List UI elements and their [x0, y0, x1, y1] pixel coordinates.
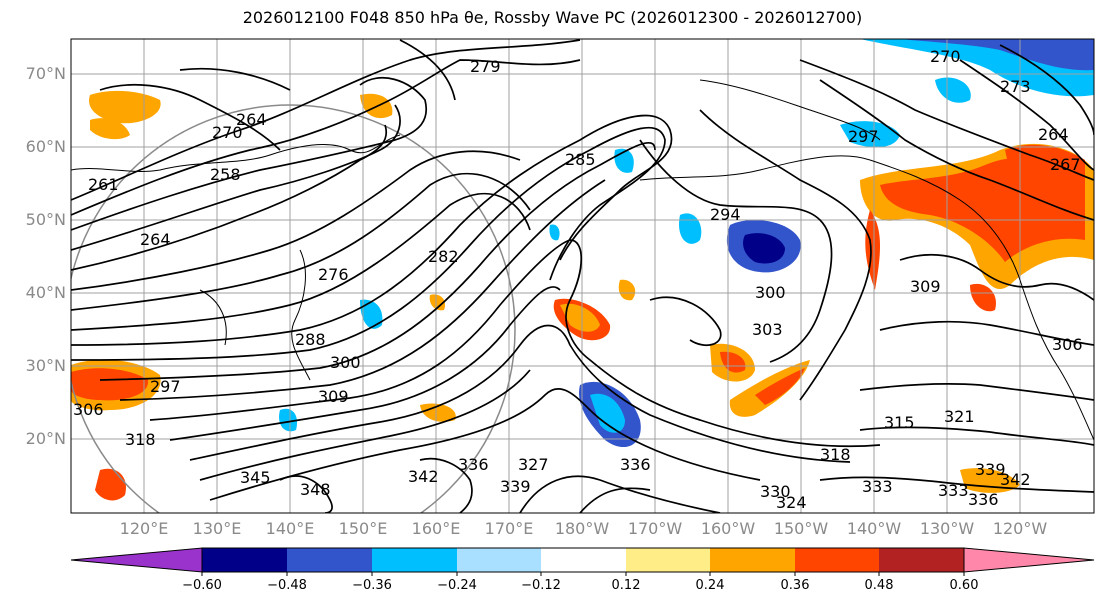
- contour-label: 321: [944, 407, 975, 426]
- colorbar-tick-label: 0.48: [864, 578, 894, 593]
- colorbar-tick-label: −0.60: [182, 578, 222, 593]
- contour-label: 279: [470, 57, 501, 76]
- colorbar-tick-label: 0.36: [780, 578, 810, 593]
- contour-label: 339: [975, 460, 1006, 479]
- coastlines: [71, 79, 1094, 441]
- contour-label: 267: [1050, 155, 1081, 174]
- colorbar-tick-label: −0.48: [267, 578, 307, 593]
- contour-label: 270: [930, 47, 961, 66]
- contour-label: 345: [240, 468, 271, 487]
- contour-label: 339: [500, 477, 531, 496]
- lon-label: 160°W: [700, 519, 756, 538]
- contour-label: 330: [760, 482, 791, 501]
- contour-label: 282: [428, 247, 459, 266]
- colorbar-segment: [541, 548, 626, 572]
- contour-label: 264: [236, 110, 267, 129]
- contour-label: 306: [73, 400, 104, 419]
- colorbar-tick-label: 0.60: [949, 578, 979, 593]
- contour-label: 297: [150, 377, 181, 396]
- lon-label: 120°W: [992, 519, 1048, 538]
- contour-label: 270: [212, 123, 243, 142]
- contour-label: 306: [1052, 335, 1083, 354]
- map-frame: [70, 38, 1095, 514]
- range-ring: [71, 104, 516, 513]
- contour-label: 342: [408, 467, 439, 486]
- contour-label: 261: [88, 175, 119, 194]
- lat-label: 40°N: [25, 283, 66, 302]
- colorbar-extend-min: [70, 547, 203, 573]
- colorbar-segment: [202, 548, 287, 572]
- contour-label: 315: [884, 413, 915, 432]
- colorbar-segment: [372, 548, 457, 572]
- colorbar-tick-label: 0.12: [611, 578, 641, 593]
- colorbar-extend-max: [963, 547, 1095, 573]
- contour-label: 324: [776, 493, 807, 512]
- contour-label: 288: [295, 330, 326, 349]
- anomaly-shading: [71, 39, 1094, 501]
- lon-label: 140°E: [265, 519, 315, 538]
- contour-label: 264: [140, 230, 171, 249]
- lon-label: 130°E: [192, 519, 242, 538]
- contour-label: 333: [862, 477, 893, 496]
- contour-label: 318: [820, 445, 851, 464]
- contour-label: 264: [1038, 125, 1069, 144]
- contour-label: 342: [1000, 470, 1031, 489]
- lon-label: 130°W: [919, 519, 975, 538]
- contour-label: 300: [330, 353, 361, 372]
- lat-label: 70°N: [25, 64, 66, 83]
- lon-label: 140°W: [846, 519, 902, 538]
- lon-label: 160°E: [411, 519, 461, 538]
- contour-label: 285: [565, 150, 596, 169]
- colorbar-tick-label: −0.24: [437, 578, 477, 593]
- colorbar-segment: [626, 548, 710, 572]
- colorbar-segment: [457, 548, 541, 572]
- colorbar-segment: [710, 548, 795, 572]
- lon-label: 150°W: [773, 519, 829, 538]
- contour-label: 303: [752, 320, 783, 339]
- lon-label: 150°E: [338, 519, 388, 538]
- contour-labels: 279 270 264 258 261 264 276 282 285 294 …: [73, 47, 1083, 512]
- colorbar-segment: [879, 548, 964, 572]
- contour-label: 336: [458, 455, 489, 474]
- contour-label: 309: [910, 277, 941, 296]
- colorbar-frame: [201, 547, 965, 573]
- contour-label: 327: [518, 455, 549, 474]
- lon-label: 170°E: [484, 519, 534, 538]
- colorbar-tick-label: −0.12: [521, 578, 561, 593]
- colorbar-tick-label: 0.24: [695, 578, 725, 593]
- colorbar-tick-label: −0.36: [352, 578, 392, 593]
- colorbar-segment: [795, 548, 879, 572]
- contour-label: 297: [848, 127, 879, 146]
- lon-label: 120°E: [119, 519, 169, 538]
- contour-label: 336: [968, 490, 999, 509]
- contour-label: 348: [300, 480, 331, 499]
- theta-e-contours: [71, 39, 1094, 513]
- contour-label: 333: [938, 481, 969, 500]
- contour-label: 276: [318, 265, 349, 284]
- colorbar-segment: [287, 548, 372, 572]
- lon-label: 170°W: [627, 519, 683, 538]
- lat-label: 20°N: [25, 429, 66, 448]
- lat-label: 30°N: [25, 356, 66, 375]
- contour-label: 273: [1000, 77, 1031, 96]
- graticule: [71, 39, 1094, 513]
- contour-label: 336: [620, 455, 651, 474]
- contour-label: 294: [710, 205, 741, 224]
- map-title: 2026012100 F048 850 hPa θe, Rossby Wave …: [242, 8, 863, 27]
- contour-label: 258: [210, 165, 241, 184]
- contour-label: 309: [318, 387, 349, 406]
- lon-label: 180°W: [554, 519, 610, 538]
- lat-label: 50°N: [25, 210, 66, 229]
- contour-label: 318: [125, 430, 156, 449]
- lat-label: 60°N: [25, 137, 66, 156]
- contour-label: 300: [755, 283, 786, 302]
- colorbar: [70, 547, 1095, 576]
